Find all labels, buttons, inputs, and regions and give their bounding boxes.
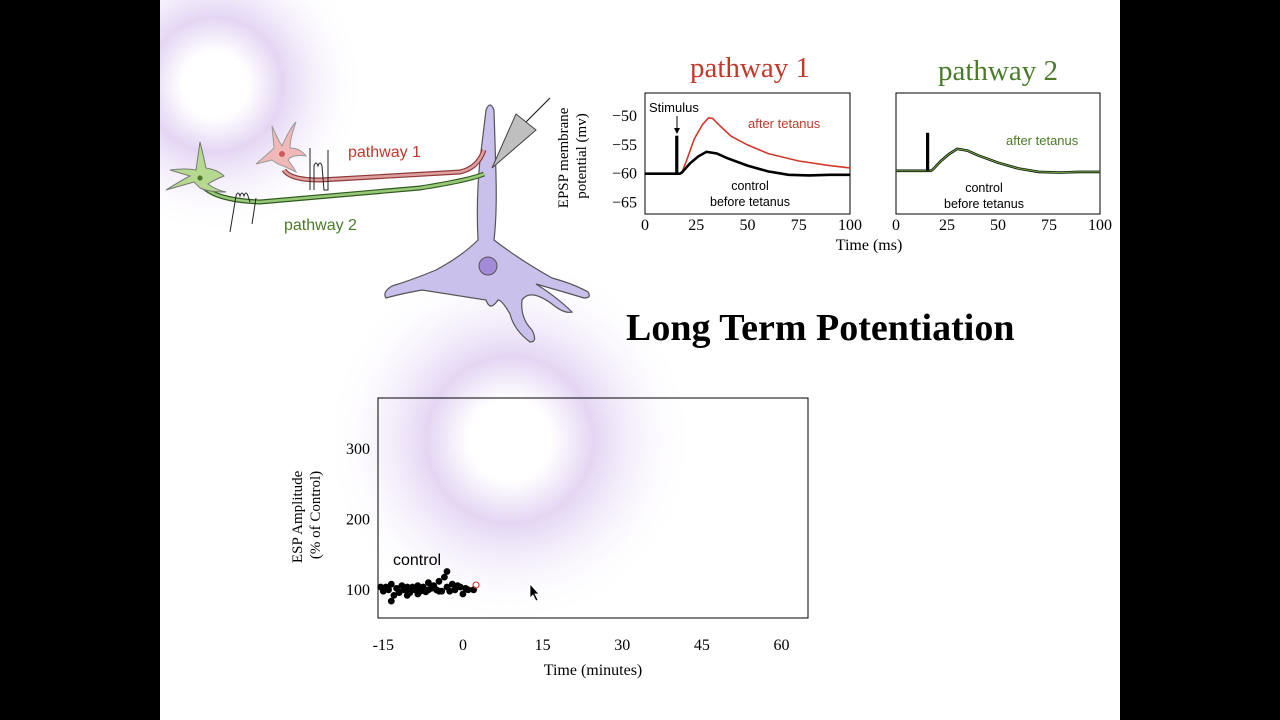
c3-point-39 — [425, 586, 432, 594]
chart1-stimulus-label: Stimulus — [649, 100, 699, 115]
slide-title: Long Term Potentiation — [626, 307, 1015, 349]
chart3-ylabel-line2: (% of Control) — [308, 471, 324, 559]
chart1-stimulus-arrowhead — [674, 128, 680, 134]
chart3-xlabel: Time (minutes) — [544, 662, 643, 679]
c3-point-27 — [448, 580, 456, 588]
c3-ytick-100: 100 — [346, 582, 370, 599]
chart2-xticks: 0 25 50 75 100 — [892, 217, 1112, 234]
c1-xtick-0: 0 — [641, 217, 649, 234]
c3-ytick-200: 200 — [346, 511, 370, 528]
c3-point-18 — [425, 579, 432, 587]
c3-point-30 — [456, 583, 464, 591]
c3-xtick-0: 0 — [459, 637, 467, 654]
chart2-control-label: control — [965, 181, 1003, 195]
chart2-before-label: before tetanus — [944, 197, 1024, 211]
c1-ytick--55: −55 — [612, 137, 637, 154]
chart2-plot-area — [895, 92, 1101, 215]
slide: pathway 1 pathway 2 pathway 1 EPSP membr… — [160, 0, 1120, 720]
chart3-red-marker — [472, 581, 480, 589]
c3-point-37 — [403, 592, 411, 599]
neuron-diagram: pathway 1 pathway 2 — [165, 97, 590, 343]
chart3-ylabel: ESP Amplitude (% of Control) — [290, 467, 324, 563]
chart1-after-label: after tetanus — [748, 116, 821, 131]
pathway-2-stim-electrode — [229, 192, 257, 233]
chart2-stimulus-bar — [926, 132, 930, 171]
chart2-series-after-tetanus — [896, 148, 1100, 174]
c1-xtick-100: 100 — [838, 217, 862, 234]
chart-pathway-2: pathway 2 0 25 50 75 100 after tetanus contr… — [892, 55, 1112, 234]
chart1-stimulus-bar — [675, 135, 679, 174]
c3-point-31 — [459, 590, 467, 598]
c2-xtick-0: 0 — [892, 217, 900, 234]
chart1-title: pathway 1 — [690, 52, 810, 84]
pathway-1: pathway 1 — [255, 121, 487, 191]
c2-xtick-100: 100 — [1088, 217, 1112, 234]
chart1-ylabel-line1: EPSP membrane — [556, 107, 572, 208]
c2-xtick-25: 25 — [939, 217, 955, 234]
chart1-control-label: control — [731, 179, 769, 193]
c3-xtick-15: 15 — [535, 637, 551, 654]
chart3-plot-area — [377, 397, 809, 619]
c3-point-33 — [464, 586, 472, 594]
pathway-2-neuron — [165, 141, 227, 193]
postsynaptic-nucleus — [478, 256, 498, 276]
c3-point-36 — [395, 589, 403, 596]
c3-point-26 — [446, 587, 454, 595]
c1-xtick-75: 75 — [791, 217, 807, 234]
slide-canvas: pathway 1 pathway 2 pathway 1 EPSP membr… — [160, 0, 1112, 679]
c2-xtick-50: 50 — [990, 217, 1006, 234]
pathway-1-neuron — [255, 121, 308, 174]
c1-ytick--60: −60 — [612, 166, 637, 183]
pathway-2: pathway 2 — [165, 141, 485, 234]
c3-point-22 — [435, 577, 443, 585]
pathway-2-label: pathway 2 — [284, 217, 357, 234]
chart-pathway-1: pathway 1 EPSP membrane potential (mv) −… — [556, 52, 862, 234]
c1-xtick-50: 50 — [740, 217, 756, 234]
c3-xtick-60: 60 — [773, 637, 789, 654]
chart1-before-label: before tetanus — [710, 195, 790, 209]
pathway-1-stim-electrode — [309, 148, 329, 191]
chart3-points — [377, 568, 477, 605]
chart1-series-control — [645, 150, 850, 177]
c3-xtick-45: 45 — [694, 637, 710, 654]
c3-point-40 — [435, 587, 443, 595]
chart1-yticks: −50 −55 −60 −65 — [612, 108, 637, 211]
chart3-ylabel-line1: ESP Amplitude — [290, 470, 306, 563]
c1-xtick-25: 25 — [688, 217, 704, 234]
c3-point-41 — [443, 568, 451, 575]
c3-xtick--15: -15 — [373, 637, 394, 654]
c3-xtick-30: 30 — [614, 637, 630, 654]
recording-electrode — [491, 97, 551, 169]
c2-xtick-75: 75 — [1041, 217, 1057, 234]
c3-point-10 — [403, 583, 411, 591]
c3-point-35 — [387, 597, 395, 605]
postsynaptic-neuron — [384, 104, 590, 343]
glow-center — [325, 255, 695, 625]
c1-ytick--65: −65 — [612, 194, 637, 211]
chart2-after-label: after tetanus — [1006, 133, 1079, 148]
mouse-cursor-icon — [529, 582, 540, 602]
chart3-xticks: -15 0 15 30 45 60 — [373, 637, 790, 654]
chart1-ylabel: EPSP membrane potential (mv) — [556, 104, 590, 208]
chart1-plot-area — [644, 92, 851, 215]
pathway-1-label: pathway 1 — [348, 144, 421, 161]
c1-ytick--50: −50 — [612, 108, 637, 125]
chart1-ylabel-line2: potential (mv) — [574, 113, 590, 198]
c3-point-5 — [390, 592, 398, 599]
c3-ytick-300: 300 — [346, 441, 370, 458]
c3-point-3 — [385, 586, 392, 594]
c3-point-24 — [441, 573, 448, 581]
chart1-xticks: 0 25 50 75 100 — [641, 217, 862, 234]
chart3-control-label: control — [393, 552, 441, 569]
pathway-1-nucleus — [279, 151, 285, 157]
c3-point-4 — [387, 580, 395, 588]
pathway-2-nucleus — [197, 175, 203, 181]
chart-ms-xlabel: Time (ms) — [836, 237, 903, 254]
c3-point-14 — [414, 582, 422, 589]
chart3-yticks: 100 200 300 — [346, 441, 370, 599]
chart2-title: pathway 2 — [938, 55, 1058, 87]
c3-point-38 — [414, 590, 422, 598]
